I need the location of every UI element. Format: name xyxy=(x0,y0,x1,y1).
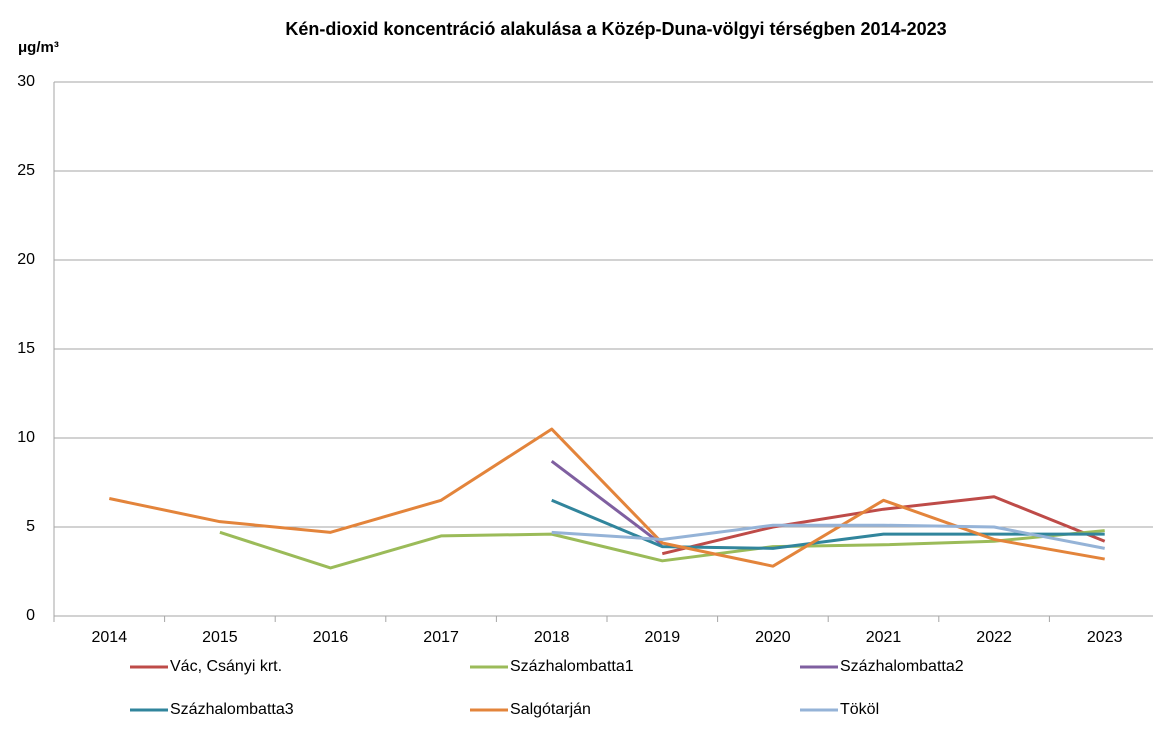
series-line xyxy=(551,523,1105,550)
legend-label: Salgótarján xyxy=(510,701,591,718)
legend-label: Százhalombatta2 xyxy=(840,658,964,675)
series-line xyxy=(661,495,1106,556)
x-tick-label: 2020 xyxy=(755,629,791,646)
x-tick-label: 2018 xyxy=(534,629,570,646)
x-tick-label: 2019 xyxy=(645,629,681,646)
y-tick-label: 30 xyxy=(17,73,35,90)
x-tick-label: 2014 xyxy=(92,629,128,646)
legend-label: Tököl xyxy=(840,701,879,718)
x-tick-label: 2023 xyxy=(1087,629,1123,646)
x-tick-label: 2016 xyxy=(313,629,349,646)
legend-label: Vác, Csányi krt. xyxy=(170,658,282,675)
x-tick-label: 2022 xyxy=(976,629,1012,646)
y-tick-label: 25 xyxy=(17,162,35,179)
series-line xyxy=(219,529,1105,570)
y-tick-label: 20 xyxy=(17,251,35,268)
y-tick-label: 15 xyxy=(17,340,35,357)
legend-label: Százhalombatta3 xyxy=(170,701,294,718)
chart-title: Kén-dioxid koncentráció alakulása a Közé… xyxy=(285,19,946,39)
y-tick-label: 5 xyxy=(26,518,35,535)
x-tick-label: 2017 xyxy=(423,629,459,646)
series-line xyxy=(108,427,1105,568)
legend-label: Százhalombatta1 xyxy=(510,658,634,675)
y-tick-label: 10 xyxy=(17,429,35,446)
y-axis-label: μg/m³ xyxy=(18,39,59,56)
x-tick-label: 2015 xyxy=(202,629,238,646)
x-tick-label: 2021 xyxy=(866,629,902,646)
series-line xyxy=(550,459,664,546)
y-tick-label: 0 xyxy=(26,607,35,624)
